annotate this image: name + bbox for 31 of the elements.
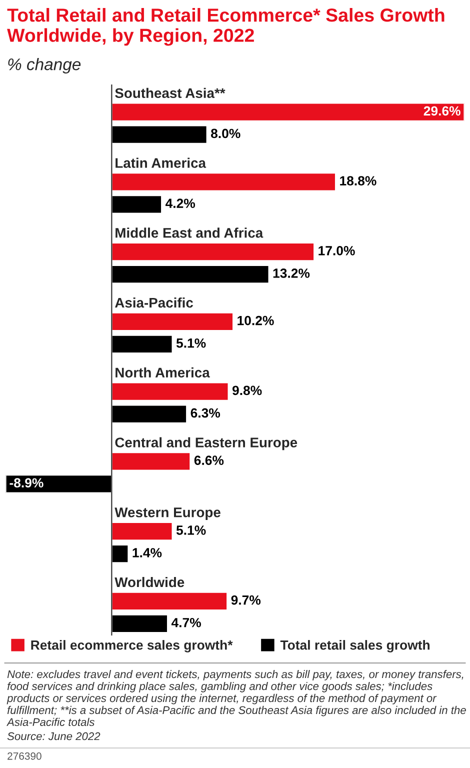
legend-label: Retail ecommerce sales growth* xyxy=(31,640,233,652)
data-label: 4.7% xyxy=(171,618,201,628)
y-tick-label: Latin America xyxy=(116,158,206,168)
data-label: 17.0% xyxy=(318,246,355,256)
data-label: 6.6% xyxy=(194,456,224,465)
data-label: 9.8% xyxy=(232,386,262,396)
data-label: 18.8% xyxy=(340,176,376,186)
data-label: 8.0% xyxy=(210,128,240,138)
chart-title: Total Retail and Retail Ecommerce* Sales Growth Worldwide, by Region, 2022 xyxy=(7,8,444,46)
y-tick-label: Worldwide xyxy=(114,576,184,588)
text: 276390 xyxy=(8,752,42,760)
text: Note: excludes travel and event tickets, payments such as bill pay, taxes, or money transfers, food services and drinking place sales, gambling and other vice goods sales; *includes products or services ordered using the internet, regardless of the method of payment or fulfillment; **is a subset of Asia-Pacific and the Southeast Asia figures are also included in the Asia-Pacific totals xyxy=(6,670,466,726)
data-label: 10.2% xyxy=(238,316,274,326)
y-tick-label: Southeast Asia** xyxy=(115,88,226,98)
data-label: 6.3% xyxy=(190,408,220,418)
data-label: 29.6% xyxy=(424,106,460,116)
chart-subtitle: % change xyxy=(8,58,81,74)
y-tick-label: Middle East and Africa xyxy=(116,228,264,238)
data-label: 13.2% xyxy=(273,268,310,278)
legend-label: Total retail sales growth xyxy=(280,640,430,652)
data-label: 4.2% xyxy=(166,198,196,208)
data-label: 5.1% xyxy=(176,526,206,535)
y-tick-label: Western Europe xyxy=(114,508,220,520)
data-label: 1.4% xyxy=(132,548,162,558)
data-label: 5.1% xyxy=(176,338,206,348)
y-tick-label: North America xyxy=(116,367,210,378)
y-tick-label: Asia-Pacific xyxy=(115,297,193,308)
data-label: 9.7% xyxy=(231,595,261,605)
y-tick-label: Central and Eastern Europe xyxy=(115,437,298,450)
data-label: -8.9% xyxy=(10,478,44,488)
source-note: Source: June 2022 xyxy=(7,732,100,740)
